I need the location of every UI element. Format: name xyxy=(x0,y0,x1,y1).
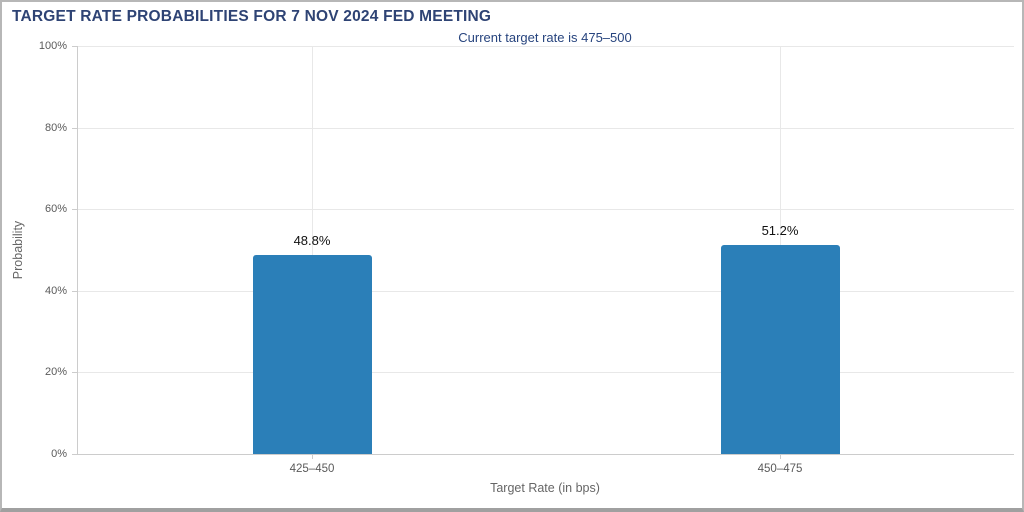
chart-title: TARGET RATE PROBABILITIES FOR 7 NOV 2024… xyxy=(12,8,492,25)
bar-value-label: 51.2% xyxy=(761,223,799,239)
x-axis-title: Target Rate (in bps) xyxy=(490,481,600,495)
probability-bar[interactable] xyxy=(720,245,840,454)
y-axis-tick xyxy=(72,290,77,292)
x-tick-label: 450–475 xyxy=(757,463,803,475)
y-tick-label: 0% xyxy=(51,448,67,460)
y-axis-tick xyxy=(72,372,77,374)
y-gridline xyxy=(78,209,1014,211)
y-axis-tick xyxy=(72,46,77,47)
y-gridline xyxy=(78,290,1014,292)
bar-value-label: 48.8% xyxy=(293,232,331,248)
y-gridline xyxy=(78,46,1014,47)
y-tick-label: 80% xyxy=(44,121,67,134)
x-gridline xyxy=(312,46,313,454)
chart-subtitle: Current target rate is 475–500 xyxy=(458,30,632,45)
y-axis-tick xyxy=(72,454,77,455)
probability-bar[interactable] xyxy=(252,254,372,454)
y-tick-label: 100% xyxy=(38,40,67,52)
y-gridline xyxy=(78,127,1014,129)
y-tick-label: 40% xyxy=(44,284,67,297)
x-axis-tick xyxy=(780,454,781,459)
y-tick-label: 20% xyxy=(44,366,67,379)
y-axis-title: Probability xyxy=(11,220,25,280)
y-axis-tick xyxy=(72,127,77,129)
y-gridline xyxy=(78,372,1014,374)
x-tick-label: 425–450 xyxy=(289,463,335,475)
y-axis-tick xyxy=(72,209,77,211)
y-tick-label: 60% xyxy=(44,203,67,216)
plot-area: 0% 20% 40% 60% 80% 100% 425–450 48.8% 450–475 51.… xyxy=(39,40,1014,475)
x-axis-tick xyxy=(312,454,313,459)
